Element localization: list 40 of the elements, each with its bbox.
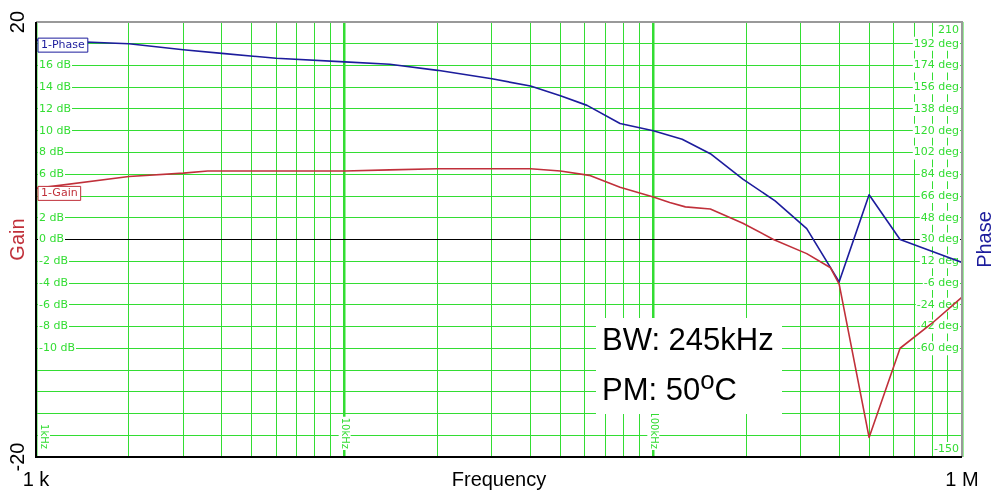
annotation: 100kHz <box>648 411 660 449</box>
y2-tick-label: 102 deg <box>913 145 960 159</box>
y-tick-label: 16 dB <box>39 58 72 72</box>
y-tick-label: -2 dB <box>39 254 68 268</box>
y2-tick-label: 30 deg <box>920 232 960 246</box>
y-tick-label: 12 dB <box>39 101 72 115</box>
y-tick-label: 0 dB <box>39 232 65 246</box>
y2-tick-label: 174 deg <box>913 58 960 72</box>
y-tick-label: 6 dB <box>39 167 65 181</box>
y2-tick-label: 66 deg <box>920 188 960 202</box>
series-label: 1-Phase <box>41 37 86 51</box>
y2-axis-title: Phase <box>972 211 995 268</box>
y2-tick-label: -60 deg <box>916 341 960 355</box>
series-label: 1-Gain <box>41 186 78 200</box>
y2-tick-label: -150 <box>934 441 959 455</box>
annotation: PM: 50$^{o}$C <box>602 365 738 410</box>
y-tick-label: 14 dB <box>39 80 72 94</box>
annotation: 1kHz <box>39 424 51 449</box>
y2-tick-label: 192 deg <box>913 36 960 50</box>
y-tick-label: 2 dB <box>39 210 65 224</box>
annotation: 10kHz <box>340 417 352 450</box>
y2-tick-label: 210 <box>938 22 959 36</box>
y2-tick-label: 84 deg <box>920 167 960 181</box>
y-tick-label: -4 dB <box>39 275 68 289</box>
annotation: BW: 245kHz <box>602 321 774 359</box>
y-tick-label: 8 dB <box>39 145 65 159</box>
y-axis-title: Gain <box>5 218 28 261</box>
y-tick-label: -10 dB <box>39 341 75 355</box>
y2-tick-label: 156 deg <box>913 80 960 94</box>
y-tick-label: 10 dB <box>39 123 72 137</box>
x-axis-title: Frequency <box>451 467 547 490</box>
y-tick-label: -8 dB <box>39 319 68 333</box>
x-tick-label: 1 M <box>945 467 979 490</box>
y2-tick-label: 138 deg <box>913 101 960 115</box>
y2-tick-label: 48 deg <box>920 210 960 224</box>
y-tick-label: -6 dB <box>39 297 68 311</box>
y2-tick-label: 120 deg <box>913 123 960 137</box>
y2-tick-label: -6 deg <box>923 275 960 289</box>
y3-tick-label: 20 <box>5 10 28 34</box>
y2-tick-label: 12 deg <box>920 254 960 268</box>
